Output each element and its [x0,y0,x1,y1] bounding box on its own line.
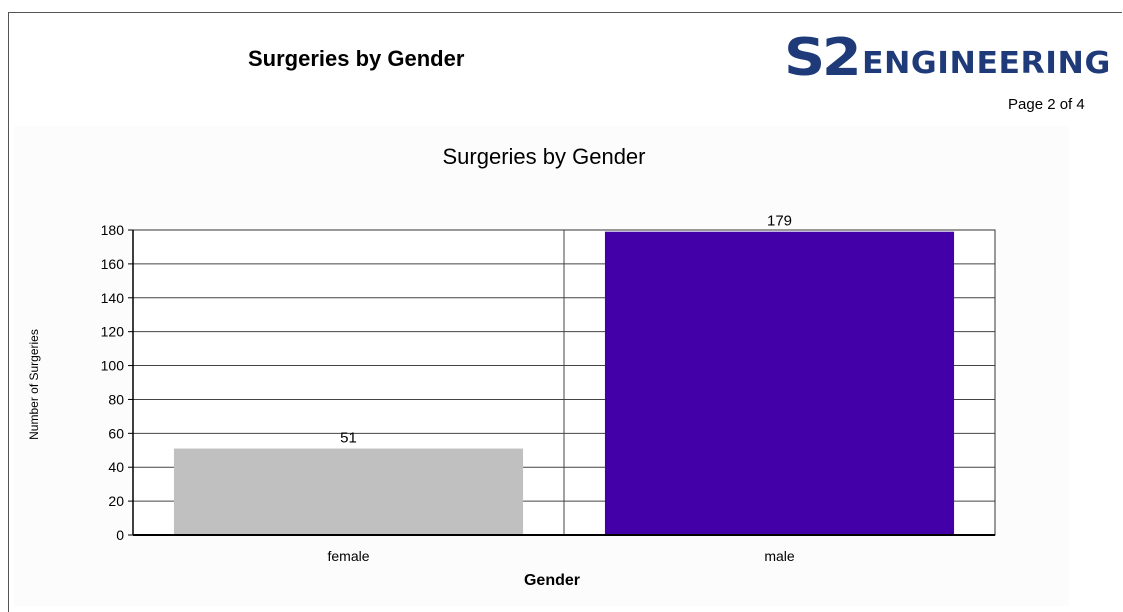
page-number: Page 2 of 4 [1008,96,1085,113]
y-tick-label: 180 [101,222,125,238]
bar [604,231,955,535]
y-tick-label: 0 [116,527,124,543]
company-logo: S2 ENGINEERING [784,28,1114,88]
x-tick-label: male [764,548,795,564]
y-tick-label: 40 [108,459,124,475]
report-title: Surgeries by Gender [248,46,465,71]
y-tick-label: 60 [108,425,124,441]
y-tick-label: 160 [101,256,125,272]
logo-mark: S2 [784,28,862,88]
y-tick-label: 120 [101,324,125,340]
bar [173,448,524,535]
y-tick-label: 140 [101,290,125,306]
data-label: 179 [767,213,792,230]
y-tick-label: 100 [101,358,125,374]
y-axis-title: Number of Surgeries [27,329,41,440]
y-tick-label: 20 [108,493,124,509]
logo-wordmark: ENGINEERING [861,46,1111,81]
y-tick-label: 80 [108,391,124,407]
data-label: 51 [340,430,357,447]
report-frame [8,12,1122,612]
x-axis-title: Gender [524,572,580,589]
chart-title: Surgeries by Gender [443,144,646,169]
x-tick-label: female [327,548,369,564]
